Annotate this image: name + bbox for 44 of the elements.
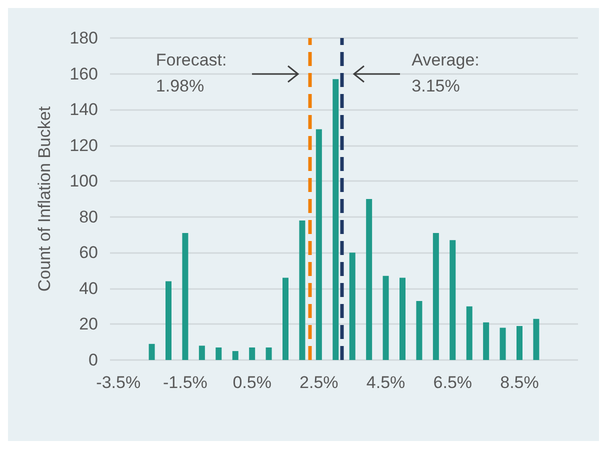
bar [232,351,238,360]
bar [516,326,522,360]
bar [416,300,422,360]
x-tick-label: -1.5% [163,373,208,392]
bar [266,347,272,360]
bar [148,344,155,360]
bar [533,318,540,360]
bar [182,232,188,360]
bar [198,346,205,360]
bar [166,281,172,360]
bar [450,240,456,360]
bar [500,328,506,360]
x-tick-label: 8.5% [500,373,539,392]
bar [249,347,256,360]
bar [349,252,356,360]
y-tick-label: 180 [70,28,98,48]
bar [400,278,406,360]
y-axis-title: Count of Inflation Bucket [35,106,54,292]
y-tick-label: 20 [79,314,98,334]
bar [466,306,472,360]
y-tick-label: 140 [70,100,98,120]
y-tick-label: 60 [79,243,98,262]
y-tick-label: 80 [79,207,98,226]
bar [299,220,306,360]
bar [282,278,288,360]
bar [432,232,439,360]
bar [483,322,490,360]
annotation: Average: 3.15% [412,50,480,96]
y-tick-label: 0 [88,350,98,370]
bar [332,79,339,360]
annotation: Forecast: 1.98% [156,50,227,96]
y-tick-label: 160 [70,64,98,84]
y-tick-label: 40 [79,278,98,298]
bar [316,129,322,360]
x-tick-label: -3.5% [96,373,141,392]
x-tick-label: 4.5% [366,373,406,392]
bar [216,347,222,360]
x-tick-label: 6.5% [433,373,472,392]
y-tick-label: 120 [70,136,98,155]
x-tick-label: 2.5% [300,373,338,392]
bar [382,276,389,360]
x-tick-label: 0.5% [232,373,272,392]
bar [366,199,372,360]
y-tick-label: 100 [70,172,98,191]
